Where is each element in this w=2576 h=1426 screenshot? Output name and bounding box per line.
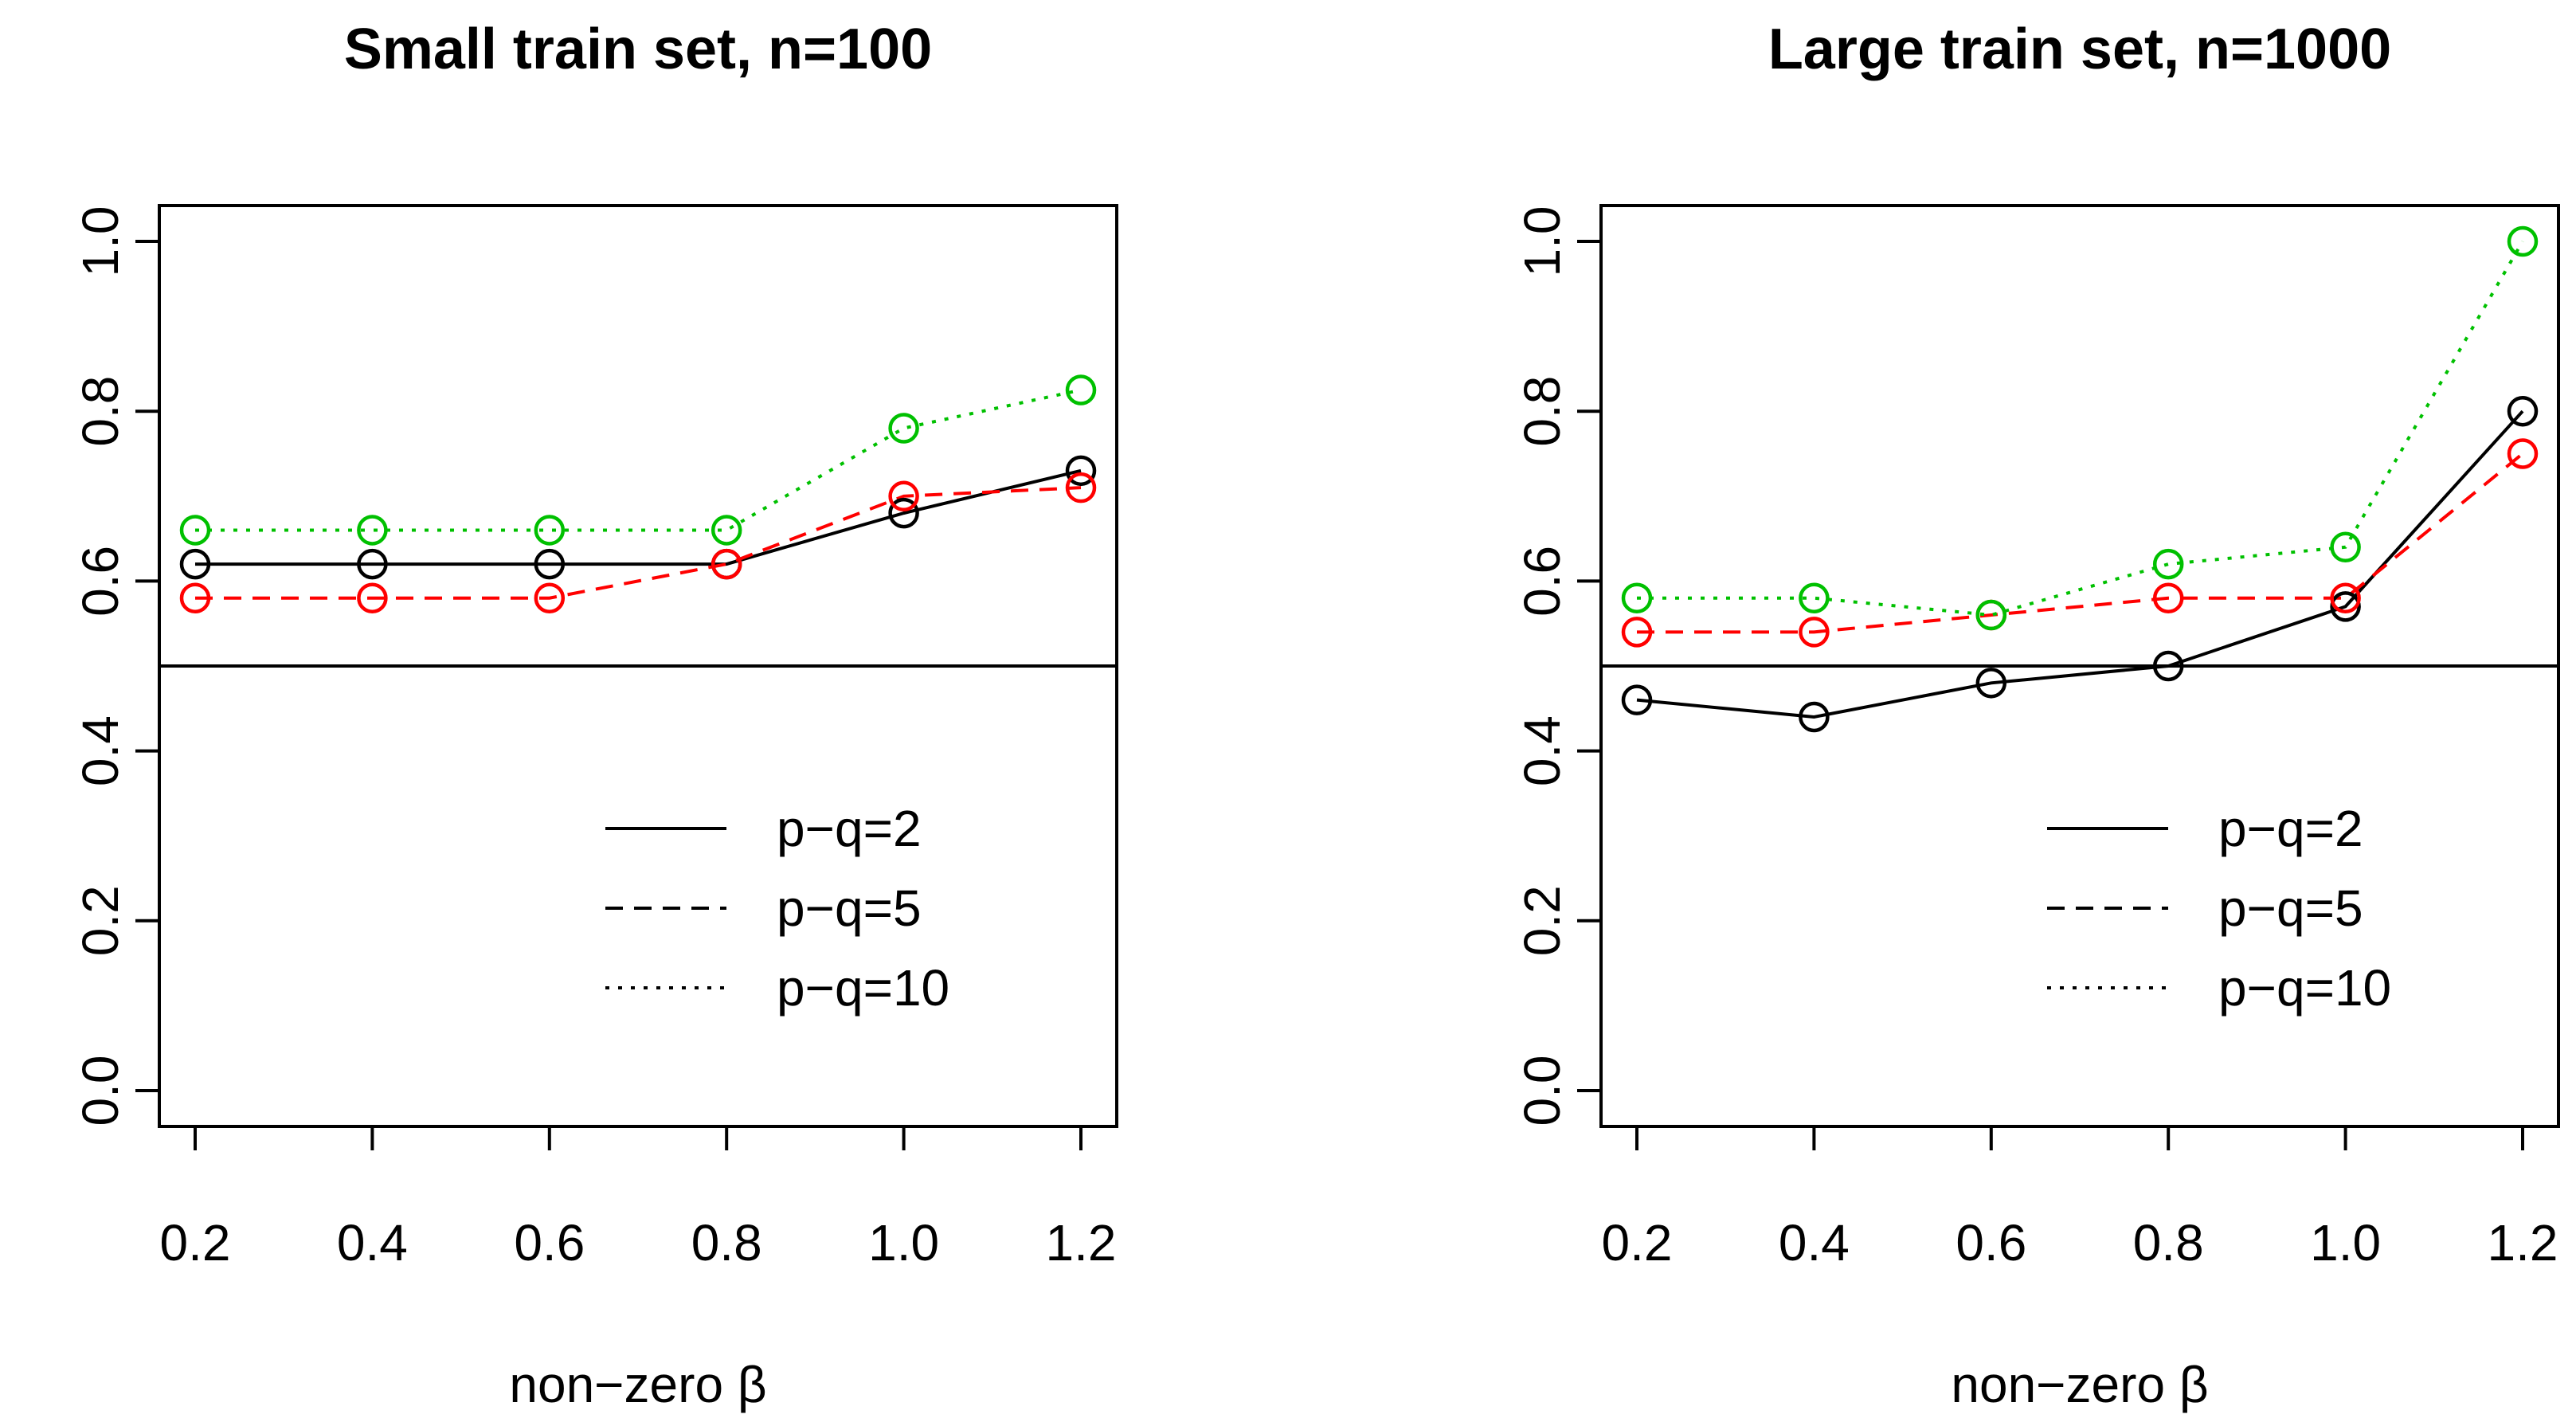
data-point [1065, 374, 1097, 405]
legend-label: p−q=5 [777, 879, 922, 937]
data-point [534, 582, 566, 613]
y-tick-label: 0.6 [72, 546, 129, 617]
y-tick-label: 0.0 [72, 1056, 129, 1126]
data-point [2152, 582, 2184, 613]
x-tick-label: 1.0 [2310, 1214, 2381, 1271]
x-tick-label: 0.4 [337, 1214, 408, 1271]
series-line-2 [1637, 452, 2524, 634]
y-tick-label: 0.4 [1513, 715, 1571, 786]
legend: p−q=2 p−q=5 p−q=10 [605, 800, 949, 1017]
y-tick-label: 1.0 [72, 206, 129, 277]
legend-label: p−q=2 [777, 800, 922, 857]
data-point [2507, 438, 2539, 469]
data-point [888, 480, 919, 512]
data-point [2152, 548, 2184, 580]
x-tick-label: 0.4 [1779, 1214, 1850, 1271]
data-point [1799, 582, 1830, 613]
y-tick-label: 0.0 [1513, 1056, 1571, 1126]
series-line-1 [195, 468, 1082, 566]
x-tick-label: 1.2 [1046, 1214, 1117, 1271]
x-axis-label: non−zero β [509, 1356, 766, 1413]
data-point [179, 582, 211, 613]
data-point [2507, 395, 2539, 427]
y-tick-label: 0.8 [1513, 376, 1571, 447]
x-tick-label: 0.6 [514, 1214, 585, 1271]
y-tick-label: 0.4 [72, 715, 129, 786]
x-tick-label: 0.6 [1955, 1214, 2026, 1271]
series-line-3 [195, 388, 1082, 532]
x-tick-label: 0.8 [691, 1214, 762, 1271]
series-line-2 [195, 486, 1082, 600]
series-line-3 [1637, 240, 2524, 617]
chart-title: Large train set, n=1000 [1768, 18, 2391, 81]
data-point [711, 548, 742, 580]
x-tick-label: 0.2 [160, 1214, 231, 1271]
x-tick-label: 0.2 [1602, 1214, 1673, 1271]
data-point [357, 582, 388, 613]
data-point [179, 548, 211, 580]
data-point [2330, 531, 2361, 563]
data-point [1799, 701, 1830, 733]
legend-label: p−q=10 [2218, 959, 2391, 1017]
y-tick-label: 0.2 [1513, 885, 1571, 956]
data-point [534, 515, 566, 546]
legend-label: p−q=10 [777, 959, 949, 1017]
data-point [1621, 582, 1653, 613]
y-tick-label: 0.2 [72, 885, 129, 956]
data-point [1975, 668, 2007, 699]
legend: p−q=2 p−q=5 p−q=10 [2047, 800, 2391, 1017]
y-tick-label: 0.8 [72, 376, 129, 447]
data-point [179, 515, 211, 546]
data-point [1065, 472, 1097, 503]
chart-panel-1: Small train set, n=100 0.0 0.2 0.4 0.6 0.8 1.0… [72, 18, 1118, 1413]
x-axis-label: non−zero β [1951, 1356, 2208, 1413]
data-point [1975, 599, 2007, 631]
data-point [2152, 650, 2184, 682]
y-tick-label: 1.0 [1513, 206, 1571, 277]
chart-panel-2: Large train set, n=1000 0.0 0.2 0.4 0.6 0.8 1.… [1513, 18, 2560, 1413]
data-point [888, 497, 919, 529]
data-point [1065, 455, 1097, 487]
data-point [888, 413, 919, 444]
data-point [1621, 684, 1653, 715]
data-point [534, 548, 566, 580]
data-point [1621, 617, 1653, 648]
data-point [2330, 591, 2361, 622]
x-tick-label: 1.0 [868, 1214, 939, 1271]
data-point [357, 515, 388, 546]
data-point [711, 515, 742, 546]
x-tick-label: 0.8 [2133, 1214, 2204, 1271]
data-point [2330, 582, 2361, 613]
series-line-1 [1636, 409, 2524, 719]
x-tick-label: 1.2 [2488, 1214, 2558, 1271]
data-point [357, 548, 388, 580]
legend-label: p−q=5 [2218, 879, 2363, 937]
legend-label: p−q=2 [2218, 800, 2363, 857]
data-point [2507, 225, 2539, 257]
chart-title: Small train set, n=100 [344, 18, 932, 81]
y-tick-label: 0.6 [1513, 546, 1571, 617]
data-point [1799, 617, 1830, 648]
